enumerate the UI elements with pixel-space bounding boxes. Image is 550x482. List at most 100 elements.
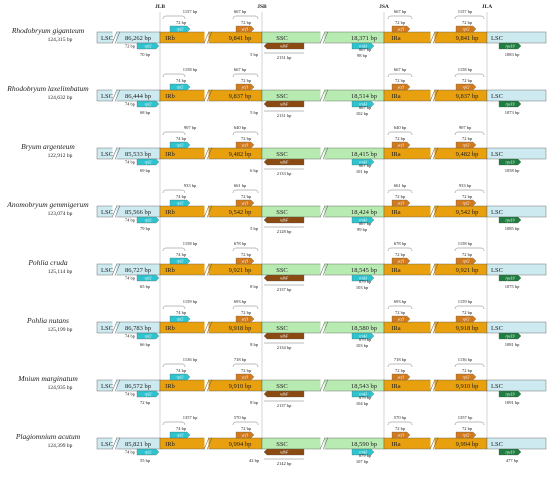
ycf1-gene [235,199,255,207]
ycf1-span-length: 678 bp [234,241,247,246]
ndhF-gene [263,216,305,224]
rpl2-ira-overlap: 72 bp [462,310,473,315]
trnH-length: 104 bp [356,401,369,406]
lsc-right-label: LSC [491,35,503,42]
species-name: Pohlia nutans [26,316,69,325]
break-ira-b [432,437,439,450]
rpl2-gene-label: rpl2 [177,375,184,380]
ycf1-span [232,189,259,194]
lsc-right-label: LSC [491,383,503,390]
break-lsc-a [111,263,118,276]
rps19-length: 1091 bp [505,400,520,405]
rpl2-gene [169,315,191,323]
break-ssc-b [322,31,329,44]
junction-label-jsb: JSB [257,4,267,10]
rpl2-overlap: 74 bp [176,368,187,373]
ycf1-ira-span [387,421,413,426]
rps19-gene [498,390,522,398]
break-ssc-a [319,263,326,276]
break-ira-b [432,379,439,392]
rpl2-lower-gene-label: rpl2 [145,44,152,49]
break-ira-b [432,147,439,160]
irb-label: IRb [165,209,175,216]
ira-label: IRa [391,267,401,274]
ndhF-gene [263,42,305,50]
rpl2-ira-gene-label: rpl2 [463,85,470,90]
rps19-gene [498,332,522,340]
rpl2-ira-span-length: 1158 bp [458,241,473,246]
ycf1-span [232,15,259,20]
ycf1-ira-gene [391,431,411,439]
trnH-gene [351,390,375,398]
rpl2-ira-gene-label: rpl2 [463,143,470,148]
rpl2-ira-gene [455,315,477,323]
break-lsc-a [111,379,118,392]
lsc-label: LSC [101,267,113,274]
rpl2-lower-gene-label: rpl2 [145,392,152,397]
ycf1-ira-gene-label: ycf1 [397,85,405,90]
lsc-right-label: LSC [491,151,503,158]
rpl2-lower-gene [136,100,160,108]
species-length: 124,935 bp [48,385,73,391]
break-ira-a [429,321,436,334]
species-length: 124,399 bp [48,443,73,449]
ycf1-ira-gene-label: ycf1 [397,143,405,148]
rps19-gene-label: rps19 [505,44,514,49]
rpl2-span [162,131,186,136]
lsc-label: LSC [101,35,113,42]
ycf1-ira-span [387,15,413,20]
trnH-length: 103 bp [356,285,369,290]
species-length: 125,114 bp [48,269,73,275]
ira-length: 9,482 bp [456,151,479,158]
ycf1-gene [235,25,255,33]
rps19-length: 1058 bp [505,168,520,173]
trnH-gene [351,158,375,166]
break-ira-b [432,263,439,276]
rpl2-ira-gene [455,373,477,381]
ndhF-length: 2137 bp [277,403,292,408]
break-ssc-a [319,31,326,44]
trnH-overlap: 879 bp [359,453,372,458]
rpl2-lower-gene-label: rpl2 [145,102,152,107]
break-ssc-a [319,321,326,334]
rpl2-span [162,363,186,368]
ndhF-length: 2134 bp [277,345,292,350]
break-lsc-b [114,379,121,392]
rpl2-ira-span [454,189,485,194]
break-lsc-a [111,437,118,450]
ndhF-gene [263,390,305,398]
break-irb-a [203,31,210,44]
ycf1-ira-span-length: 667 bp [394,9,407,14]
break-ira-a [429,263,436,276]
irb-length: 9,837 bp [229,93,252,100]
ycf1-span [232,305,259,310]
lsc-label: LSC [101,383,113,390]
lsc-right-label: LSC [491,325,503,332]
break-ssc-a [319,437,326,450]
species-rows: Rhodobryum giganteum 124,315 bp LSC 86,262 … [6,9,547,466]
rpl2-lower-length: 79 bp [140,226,151,231]
ycf1-gene-label: ycf1 [241,433,249,438]
ycf1-span-length: 570 bp [234,415,247,420]
species-row: Plagiomnium acutum 124,399 bp LSC 85,821 bp… [15,415,547,466]
ycf1-span-length: 718 bp [234,357,247,362]
rpl2-lower-gene-label: rpl2 [145,160,152,165]
break-ssc-b [322,89,329,102]
trnH-length: 107 bp [356,459,369,464]
rps19-gene-label: rps19 [505,102,514,107]
irb-label: IRb [165,267,175,274]
rpl2-ira-gene-label: rpl2 [463,375,470,380]
ycf1-overlap: 72 bp [241,20,252,25]
ndhF-gene [263,274,305,282]
species-name: Rhodobryum laxelimbatum [6,84,89,93]
break-lsc-b [114,147,121,160]
lsc-length: 86,783 bp [125,325,151,332]
ycf1-ira-span [387,131,413,136]
ira-length: 9,994 bp [456,441,479,448]
junction-label-jsa: JSA [379,4,389,10]
rpl2-lower-overlap: 72 bp [125,44,136,49]
ycf1-gene-label: ycf1 [241,375,249,380]
ndhF-length: 2137 bp [277,287,292,292]
species-name: Anomobryum gemmigerum [6,200,89,209]
rpl2-ira-gene [455,199,477,207]
